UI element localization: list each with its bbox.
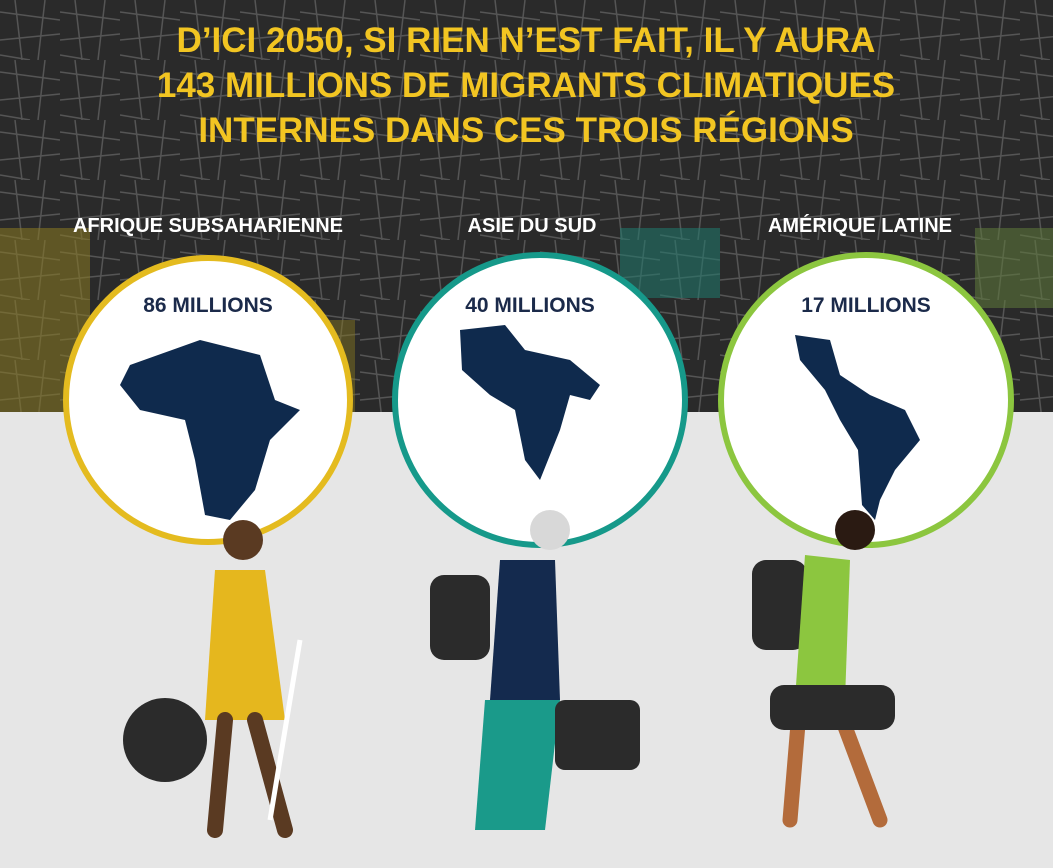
region-value: 86 MILLIONS <box>143 294 273 317</box>
migrant-figure <box>430 510 640 830</box>
migrant-figure <box>752 510 895 828</box>
africa-map <box>120 340 300 520</box>
latin-america-map <box>795 335 920 520</box>
color-block <box>620 228 720 298</box>
title-line: INTERNES DANS CES TROIS RÉGIONS <box>198 110 853 150</box>
region-name: ASIE DU SUD <box>468 215 597 237</box>
region-value: 40 MILLIONS <box>465 294 595 317</box>
south-asia-map <box>460 325 600 480</box>
color-block <box>975 228 1053 308</box>
region-name: AFRIQUE SUBSAHARIENNE <box>73 215 343 237</box>
migrant-figure <box>123 520 303 838</box>
title-line: D’ICI 2050, SI RIEN N’EST FAIT, IL Y AUR… <box>177 21 876 60</box>
region-name: AMÉRIQUE LATINE <box>768 214 952 237</box>
region-value: 17 MILLIONS <box>801 294 931 317</box>
title-line: 143 MILLIONS DE MIGRANTS CLIMATIQUES <box>157 66 895 105</box>
